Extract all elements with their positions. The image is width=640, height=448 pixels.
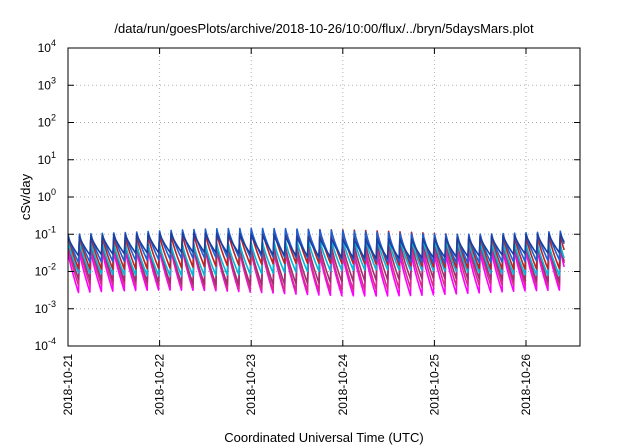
y-tick-label: 103: [38, 75, 56, 92]
series-line-0: [68, 247, 565, 297]
y-tick-labels: 10-4 10-3 10-2 10-1 100 101 102 103 104: [35, 38, 56, 353]
y-tick-label: 10-2: [35, 262, 56, 279]
chart-title: /data/run/goesPlots/archive/2018-10-26/1…: [114, 21, 534, 36]
y-tick-label: 104: [38, 38, 56, 55]
y-tick-label: 101: [38, 150, 56, 167]
x-tick-label: 2018-10-25: [427, 354, 441, 416]
x-tick-labels: 2018-10-21 2018-10-22 2018-10-23 2018-10-24…: [61, 354, 533, 416]
y-tick-label: 10-4: [35, 336, 56, 353]
y-axis-label: cSv/day: [18, 173, 33, 220]
x-tick-label: 2018-10-26: [519, 354, 533, 416]
y-tick-label: 10-1: [35, 224, 56, 241]
x-axis-label: Coordinated Universal Time (UTC): [224, 430, 423, 445]
series-line-3: [68, 237, 565, 277]
grid: [68, 48, 580, 346]
series-line-6: [68, 232, 565, 260]
series-group: [68, 227, 565, 297]
x-tick-label: 2018-10-24: [336, 354, 350, 416]
x-tick-label: 2018-10-23: [244, 354, 258, 416]
y-tick-label: 100: [38, 187, 56, 204]
ticks: [67, 47, 580, 347]
x-tick-label: 2018-10-21: [61, 354, 75, 416]
y-tick-label: 10-3: [35, 299, 56, 316]
x-tick-label: 2018-10-22: [153, 354, 167, 416]
y-tick-label: 102: [38, 113, 56, 130]
